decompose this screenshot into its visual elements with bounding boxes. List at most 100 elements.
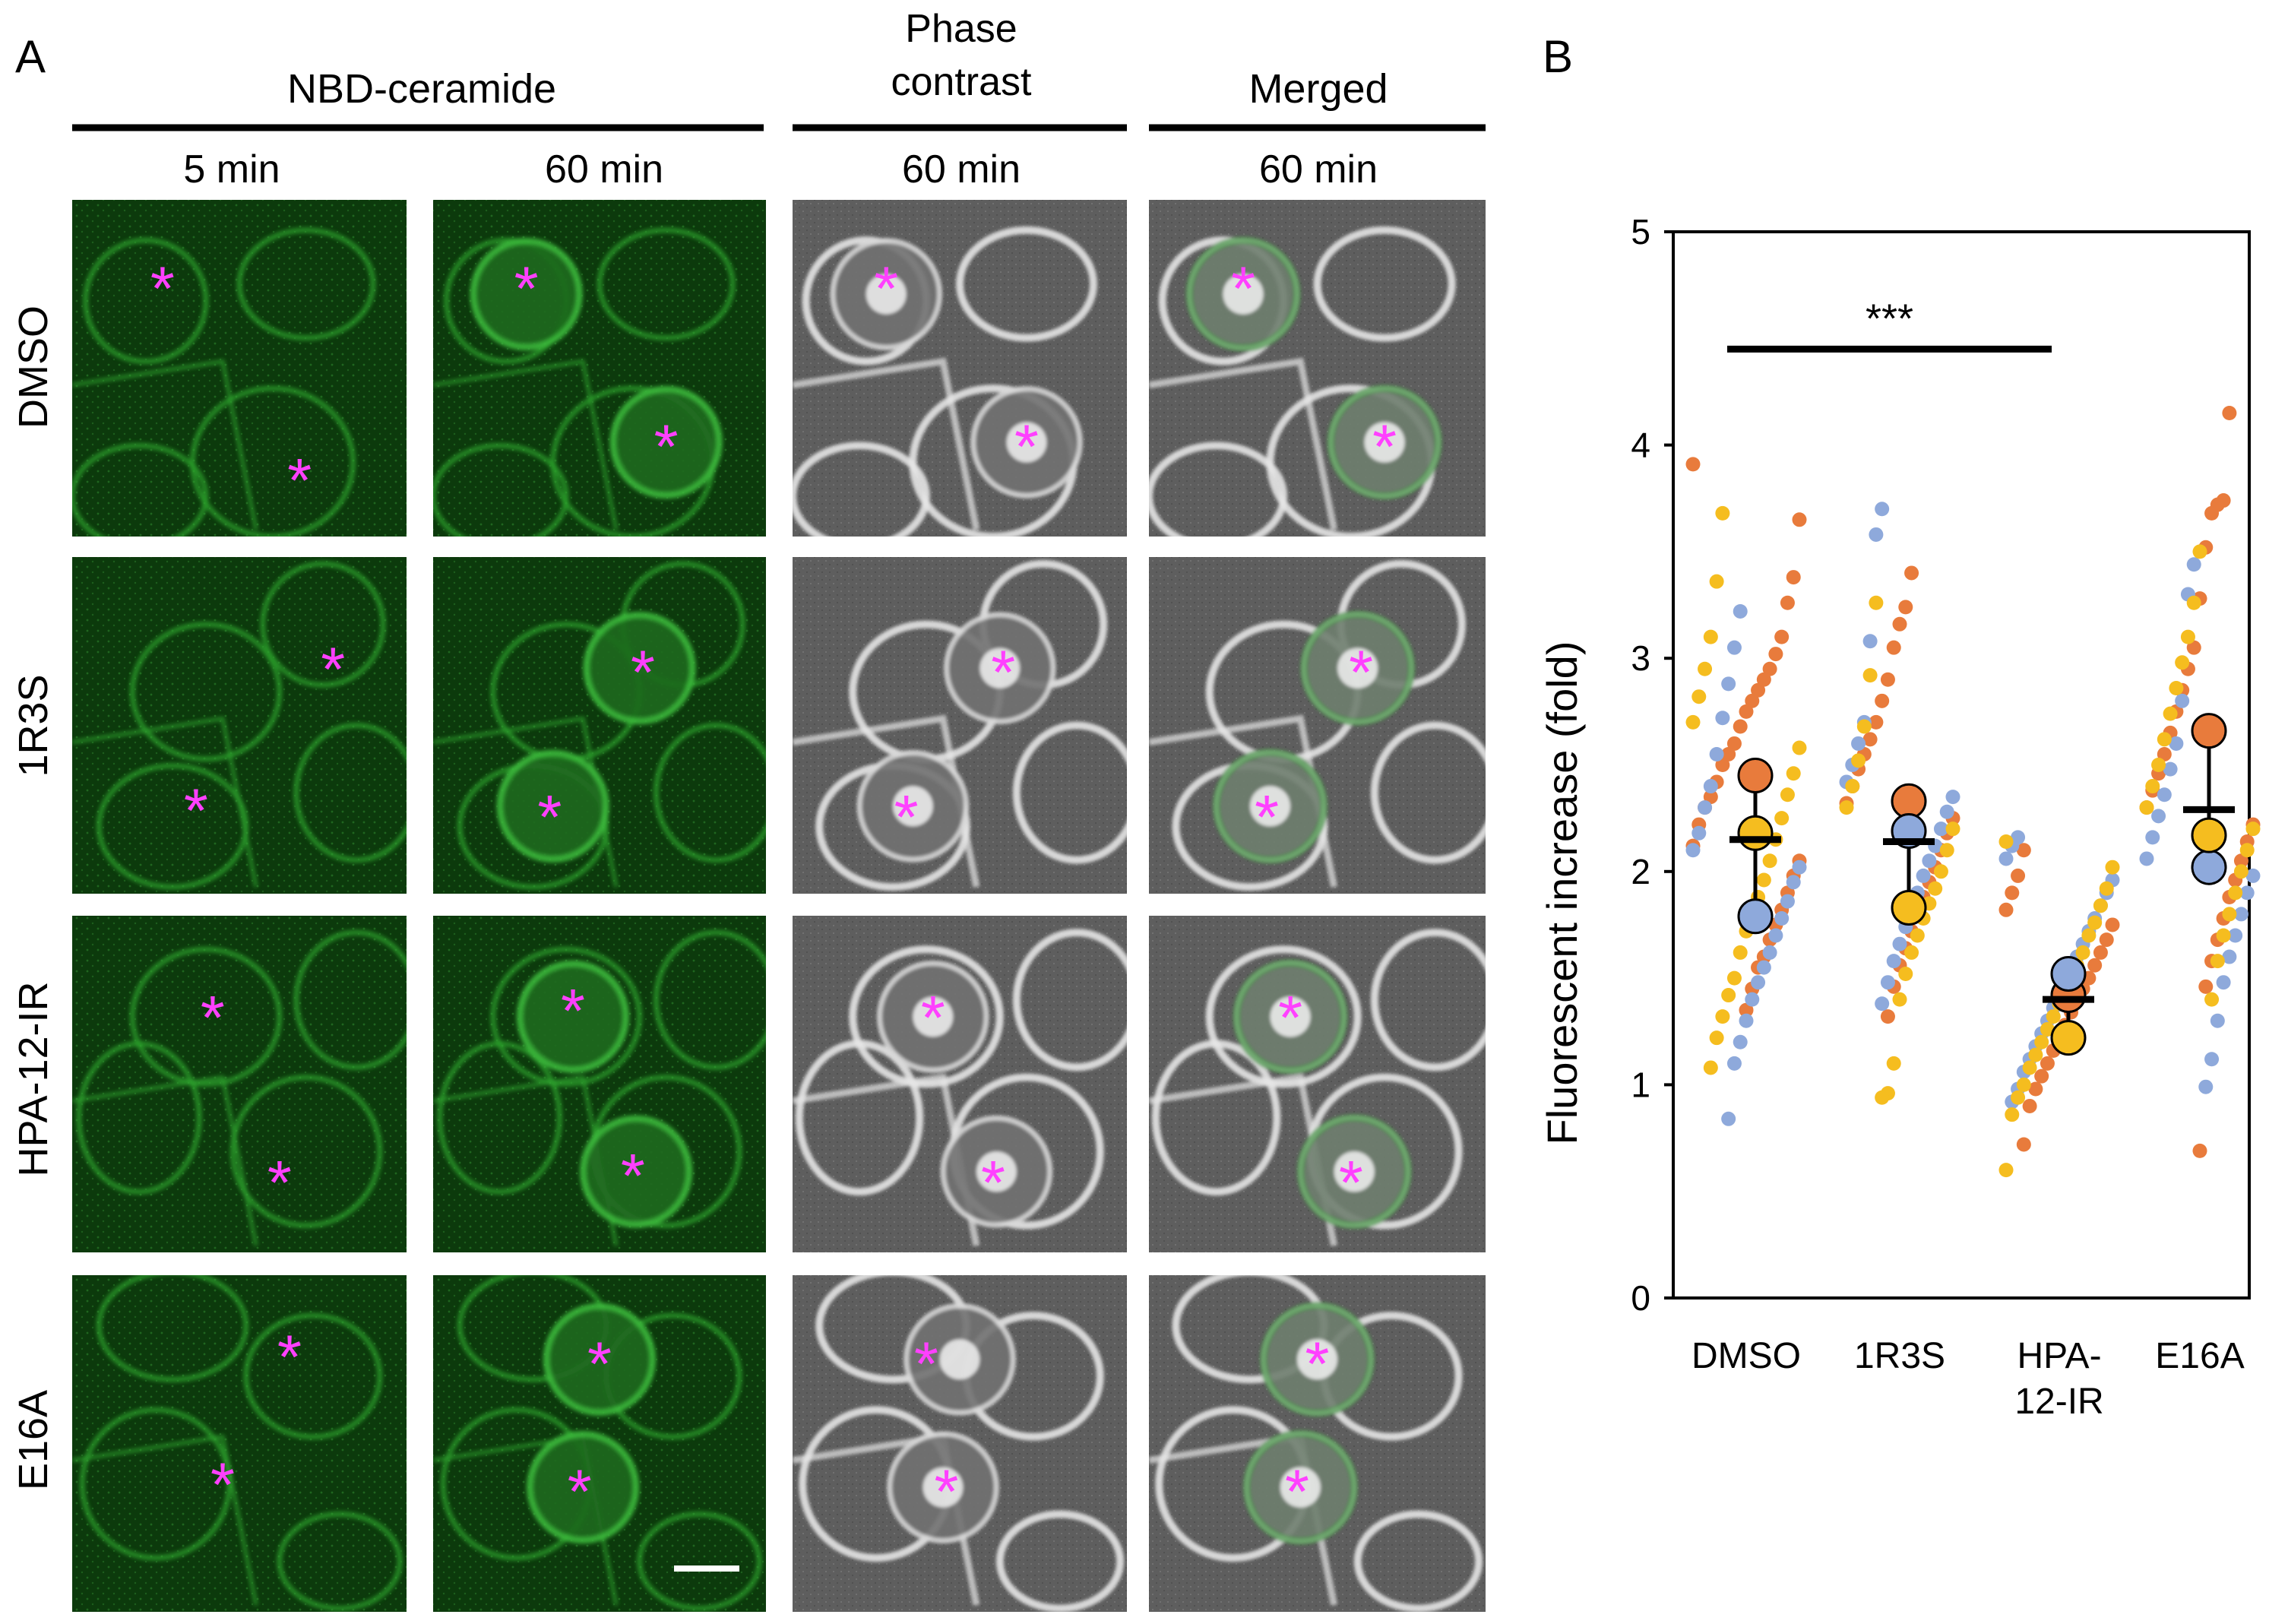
data-point (1739, 1002, 1754, 1018)
data-point (1756, 872, 1771, 888)
data-point (1780, 787, 1795, 803)
data-point (2151, 758, 2166, 772)
data-point (1786, 766, 1801, 781)
nucleus-marker: * (150, 255, 175, 324)
data-point (2210, 1013, 2225, 1028)
nucleus-marker: * (894, 784, 919, 853)
y-tick-label: 5 (1631, 212, 1650, 252)
micrograph-dmso-phase-60min: ** (793, 200, 1127, 537)
data-point (2011, 868, 2026, 883)
micrograph-grid: ******************************** (72, 200, 1486, 1612)
y-tick-label: 1 (1631, 1065, 1650, 1104)
replicate-mean-marker (1891, 890, 1927, 926)
data-point (2145, 779, 2160, 794)
micrograph-e16a-phase-60min: ** (793, 1275, 1127, 1612)
data-point (1698, 800, 1713, 815)
data-point (1880, 1009, 1895, 1024)
data-point (1945, 821, 1960, 837)
nucleus-marker: * (654, 413, 679, 482)
panel-a-header: A NBD-ceramide 5 min 60 min Phase contra… (15, 7, 1486, 192)
data-point (1898, 966, 1913, 981)
micrograph-1r3s-nbd-5min: ** (72, 557, 407, 894)
data-point (1780, 595, 1795, 610)
data-point (1886, 1056, 1901, 1071)
data-point (1774, 629, 1790, 644)
data-point (1709, 1030, 1724, 1046)
header-phase-line2: contrast (891, 60, 1033, 104)
y-tick-label: 2 (1631, 852, 1650, 891)
data-point (1910, 928, 1925, 943)
data-point (1751, 682, 1766, 698)
col-label-60min-merged: 60 min (1259, 147, 1378, 192)
data-point (1880, 975, 1895, 990)
data-point (2145, 830, 2160, 845)
data-point (1933, 864, 1948, 879)
data-point (2016, 1137, 2031, 1152)
replicate-mean-marker (2191, 817, 2227, 853)
data-point (2222, 907, 2237, 922)
data-point (2028, 1047, 2043, 1062)
data-point (2046, 1009, 2061, 1024)
nucleus-marker: * (1339, 1149, 1363, 1218)
data-point (1768, 928, 1783, 943)
header-nbd-ceramide: NBD-ceramide (287, 66, 556, 112)
data-point (2233, 853, 2248, 869)
data-point (2139, 800, 2154, 815)
row-labels: DMSO 1R3S HPA-12-IR E16A (11, 305, 56, 1490)
data-point (2034, 1034, 2049, 1049)
data-point (2016, 843, 2031, 858)
data-point (1739, 1013, 1754, 1028)
data-point (1875, 693, 1890, 708)
data-point (2228, 928, 2243, 943)
significance-label: *** (1866, 296, 1913, 341)
data-point (2022, 1060, 2037, 1075)
data-point (1875, 1090, 1890, 1105)
replicate-mean-marker (1737, 898, 1774, 935)
row-label-hpa-12-ir: HPA-12-IR (11, 981, 56, 1176)
nucleus-marker: * (1255, 784, 1279, 853)
nucleus-marker: * (537, 784, 562, 853)
data-point (1998, 902, 2014, 917)
replicate-mean-marker (1737, 815, 1774, 851)
micrograph-dmso-merged-60min: ** (1149, 200, 1486, 537)
nucleus-marker: * (201, 983, 225, 1053)
data-point (1845, 779, 1860, 794)
data-point (1886, 954, 1901, 969)
data-point (1851, 736, 1866, 751)
data-point (2163, 761, 2178, 777)
data-point (2157, 787, 2172, 803)
data-point (1851, 753, 1866, 768)
data-point (1721, 676, 1736, 692)
micrograph-hpa-12-ir-nbd-5min: ** (72, 916, 407, 1252)
nucleus-marker: * (1372, 413, 1397, 482)
header-phase-line1: Phase (905, 7, 1017, 51)
col-label-60min-nbd: 60 min (545, 147, 663, 192)
nucleus-marker: * (621, 1142, 645, 1211)
data-point (2028, 1081, 2043, 1097)
nucleus-marker: * (210, 1451, 235, 1520)
nucleus-marker: * (267, 1149, 292, 1218)
nucleus-marker: * (1285, 1458, 1309, 1527)
data-point (1709, 574, 1724, 589)
replicate-mean-marker (2191, 849, 2227, 885)
data-point (2040, 1056, 2055, 1071)
data-point (1875, 996, 1890, 1011)
data-point (1786, 875, 1801, 890)
data-point (2239, 843, 2255, 858)
data-point (2233, 907, 2248, 922)
data-point (2151, 809, 2166, 824)
panel-a-letter: A (15, 31, 46, 82)
panel-b: B Fluorescent increase (fold) 0 1 2 3 4 5 DMSO… (1538, 31, 2261, 1422)
nucleus-marker: * (921, 983, 945, 1053)
data-point (1698, 661, 1713, 676)
data-point (1685, 714, 1701, 730)
data-point (1685, 457, 1701, 472)
data-point (2016, 1077, 2031, 1092)
nucleus-marker: * (587, 1330, 612, 1399)
data-point (2186, 557, 2201, 572)
data-point (1839, 800, 1854, 815)
data-point (1762, 945, 1777, 960)
micrograph-e16a-nbd-5min: ** (72, 1275, 407, 1612)
data-point (1703, 629, 1718, 644)
micrograph-e16a-merged-60min: ** (1149, 1275, 1486, 1612)
